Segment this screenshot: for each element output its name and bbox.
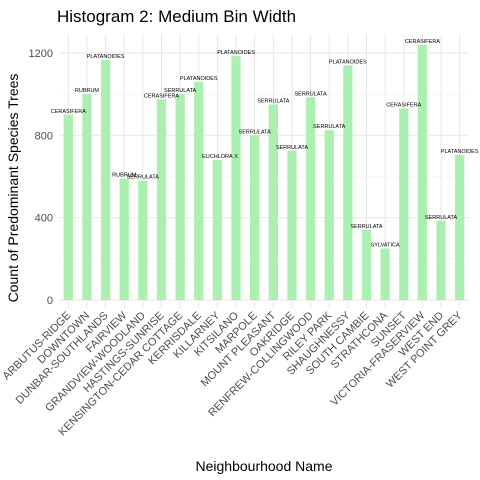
data-label: SERRULATA — [425, 215, 458, 221]
y-axis-ticks: 0 400 800 1200 — [29, 48, 53, 307]
data-label: CERASIFERA — [144, 93, 179, 99]
data-label: SERRULATA — [257, 98, 290, 104]
bar — [138, 180, 148, 300]
bar — [119, 178, 129, 300]
bars — [63, 44, 465, 301]
bar — [156, 99, 167, 300]
bar — [63, 114, 73, 300]
data-label: SERRULATA — [276, 145, 309, 151]
bar — [417, 44, 428, 301]
data-label: SERRULATA — [127, 175, 160, 181]
data-label: SYLVATICA — [371, 243, 400, 249]
data-label: EUCHLORA — [202, 154, 233, 160]
y-tick-label: 400 — [35, 213, 53, 225]
data-label: SERRULATA — [313, 124, 346, 130]
bar — [324, 130, 334, 300]
data-label: PLATANOIDES — [87, 54, 125, 60]
bar — [399, 108, 409, 300]
x-axis-title: Neighbourhood Name — [196, 458, 333, 474]
bar — [100, 60, 111, 301]
data-label: CERASIFERA — [405, 39, 440, 45]
bar — [343, 65, 353, 300]
data-label: SERRULATA — [294, 91, 327, 97]
bar — [287, 150, 297, 300]
data-label: PLATANOIDES — [329, 59, 367, 65]
y-tick-label: 1200 — [29, 48, 53, 60]
data-label: CERASIFERA — [51, 109, 86, 115]
data-label: SERRULATA — [164, 88, 197, 94]
data-label: RUBRUM — [75, 88, 100, 94]
bar — [268, 104, 278, 300]
data-labels: CERASIFERARUBRUMPLATANOIDESRUBRUMSERRULA… — [51, 39, 479, 249]
data-label: CERASIFERA — [386, 103, 421, 109]
y-axis-title: Count of Predominant Species Trees — [5, 74, 21, 303]
chart-title: Histogram 2: Medium Bin Width — [57, 7, 296, 26]
bar — [231, 56, 241, 301]
y-tick-label: 800 — [35, 130, 53, 142]
bar — [380, 248, 390, 300]
bar — [212, 160, 223, 300]
bar — [361, 230, 372, 300]
bar — [305, 97, 316, 300]
bar — [175, 94, 185, 301]
bar — [455, 154, 465, 300]
bar — [82, 94, 92, 301]
data-label: PLATANOIDES — [441, 149, 479, 155]
annotation-label: X — [234, 154, 238, 160]
data-label: SERRULATA — [350, 224, 383, 230]
data-label: PLATANOIDES — [217, 50, 255, 56]
bar — [194, 81, 204, 300]
data-label: RUBRUM — [112, 173, 137, 179]
bar — [436, 220, 446, 300]
data-label: PLATANOIDES — [180, 76, 218, 82]
x-axis-ticks: ARBUTUS-RIDGEDOWNTOWNDUNBAR-SOUTHLANDSFA… — [1, 309, 466, 438]
bar — [250, 135, 260, 300]
y-tick-label: 0 — [47, 295, 53, 307]
data-label: SERRULATA — [239, 129, 272, 135]
